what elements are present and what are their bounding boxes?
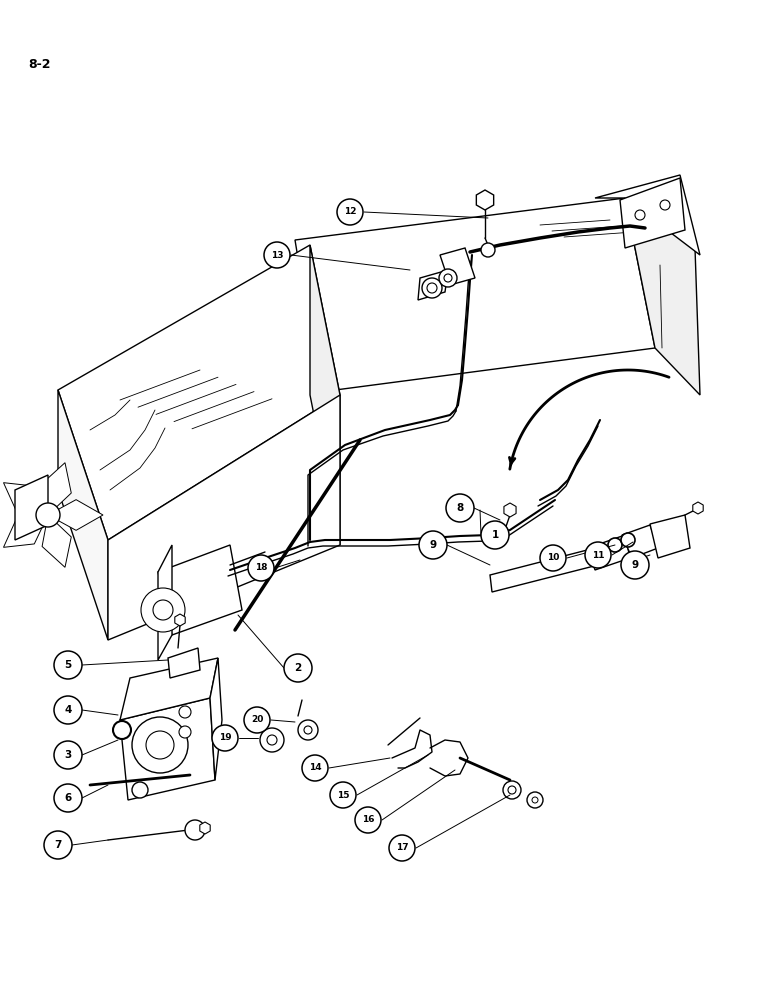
Circle shape	[54, 651, 82, 679]
Circle shape	[185, 820, 205, 840]
Polygon shape	[15, 475, 48, 540]
Circle shape	[44, 831, 72, 859]
Polygon shape	[168, 648, 200, 678]
Text: 11: 11	[592, 550, 604, 560]
Text: 14: 14	[309, 764, 321, 772]
Polygon shape	[158, 545, 242, 635]
Circle shape	[439, 269, 457, 287]
Polygon shape	[4, 515, 48, 547]
Circle shape	[427, 283, 437, 293]
Circle shape	[132, 717, 188, 773]
Circle shape	[481, 243, 495, 257]
Circle shape	[264, 242, 290, 268]
Text: 8: 8	[456, 503, 464, 513]
Circle shape	[179, 706, 191, 718]
Polygon shape	[120, 658, 218, 720]
Polygon shape	[622, 525, 658, 558]
Circle shape	[608, 538, 622, 552]
Text: 18: 18	[255, 564, 267, 572]
Circle shape	[540, 545, 566, 571]
Circle shape	[141, 588, 185, 632]
Polygon shape	[295, 198, 655, 392]
Text: 3: 3	[64, 750, 72, 760]
Polygon shape	[58, 245, 340, 540]
Circle shape	[248, 555, 274, 581]
Circle shape	[212, 725, 238, 751]
Circle shape	[132, 782, 148, 798]
Polygon shape	[490, 548, 598, 592]
Text: 17: 17	[396, 844, 408, 852]
Text: 16: 16	[362, 816, 374, 824]
Circle shape	[244, 707, 270, 733]
Circle shape	[304, 726, 312, 734]
Circle shape	[621, 533, 635, 547]
Circle shape	[330, 782, 356, 808]
Polygon shape	[418, 270, 448, 300]
Text: 8-2: 8-2	[28, 58, 50, 71]
Polygon shape	[48, 500, 103, 530]
Circle shape	[585, 542, 611, 568]
Circle shape	[527, 792, 543, 808]
Polygon shape	[108, 395, 340, 640]
Text: 9: 9	[429, 540, 436, 550]
Circle shape	[532, 797, 538, 803]
Polygon shape	[58, 390, 108, 640]
Circle shape	[54, 784, 82, 812]
Text: 4: 4	[64, 705, 72, 715]
Circle shape	[508, 786, 516, 794]
Text: 7: 7	[54, 840, 62, 850]
Circle shape	[54, 696, 82, 724]
Text: 5: 5	[64, 660, 72, 670]
Circle shape	[284, 654, 312, 682]
Circle shape	[419, 531, 447, 559]
Circle shape	[146, 731, 174, 759]
Circle shape	[389, 835, 415, 861]
Circle shape	[444, 274, 452, 282]
Circle shape	[54, 741, 82, 769]
Text: 19: 19	[218, 734, 232, 742]
Circle shape	[621, 551, 649, 579]
Polygon shape	[210, 658, 222, 780]
Text: 1: 1	[491, 530, 499, 540]
Circle shape	[481, 521, 509, 549]
Text: 20: 20	[251, 716, 263, 724]
Polygon shape	[625, 198, 700, 395]
Circle shape	[260, 728, 284, 752]
Text: 6: 6	[64, 793, 72, 803]
Text: 13: 13	[271, 250, 283, 259]
Polygon shape	[42, 463, 71, 515]
Circle shape	[298, 720, 318, 740]
Text: 12: 12	[344, 208, 356, 217]
Circle shape	[355, 807, 381, 833]
Polygon shape	[158, 545, 172, 660]
Circle shape	[422, 278, 442, 298]
Polygon shape	[4, 483, 48, 515]
Circle shape	[446, 494, 474, 522]
Circle shape	[503, 781, 521, 799]
Circle shape	[153, 600, 173, 620]
Text: 9: 9	[631, 560, 638, 570]
Circle shape	[179, 726, 191, 738]
Circle shape	[337, 199, 363, 225]
Polygon shape	[310, 245, 340, 545]
Polygon shape	[440, 248, 475, 285]
Polygon shape	[650, 515, 690, 558]
Text: 15: 15	[337, 790, 349, 800]
Polygon shape	[595, 175, 700, 255]
Text: 10: 10	[547, 554, 559, 562]
Circle shape	[267, 735, 277, 745]
Circle shape	[660, 200, 670, 210]
Polygon shape	[588, 535, 630, 570]
Polygon shape	[42, 515, 71, 567]
Circle shape	[113, 721, 131, 739]
Circle shape	[302, 755, 328, 781]
Text: 2: 2	[294, 663, 302, 673]
Circle shape	[36, 503, 60, 527]
Circle shape	[635, 210, 645, 220]
Polygon shape	[620, 178, 685, 248]
Polygon shape	[120, 698, 215, 800]
